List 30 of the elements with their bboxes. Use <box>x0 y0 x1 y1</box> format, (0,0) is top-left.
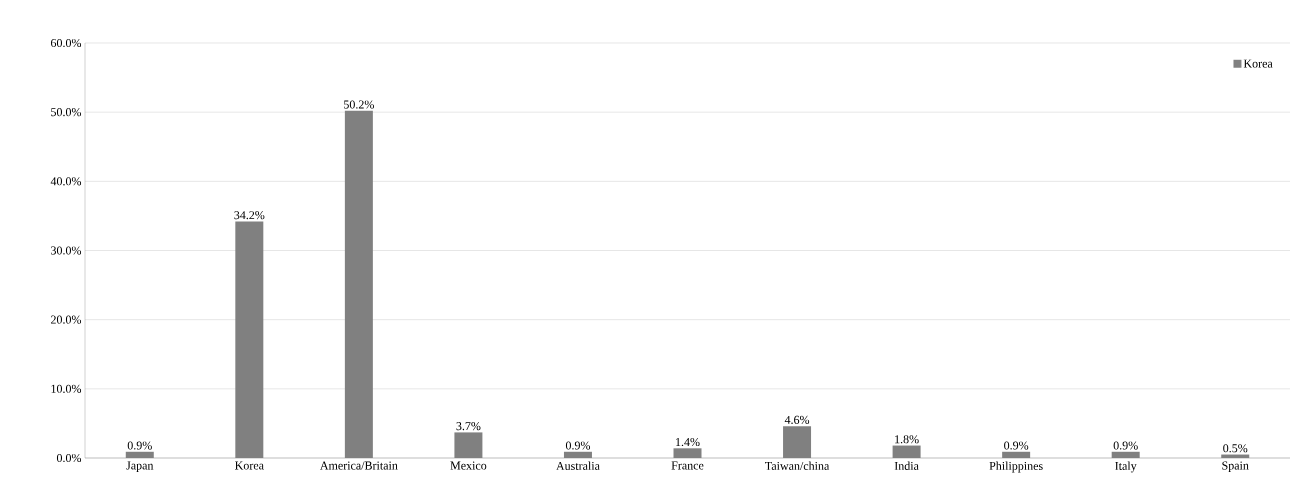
x-tick-label: Korea <box>235 461 264 470</box>
x-tick-label: Japan <box>126 461 154 472</box>
x-tick-label: India <box>894 461 919 470</box>
x-tick-label: Italy <box>1115 461 1137 473</box>
x-tick-label: Australia <box>556 461 600 470</box>
data-label: 34.2% <box>234 211 265 220</box>
data-label: 4.6% <box>784 415 810 424</box>
data-label: 0.9% <box>565 441 591 450</box>
y-tick-label: 40.0% <box>50 177 82 186</box>
data-label: 0.9% <box>127 441 152 450</box>
y-tick-label: 30.0% <box>51 246 82 255</box>
x-tick-label: America/Britain <box>319 461 398 470</box>
x-tick-label: Philippines <box>989 461 1043 473</box>
data-label: 1.8% <box>895 435 919 444</box>
data-label: 1.4% <box>676 437 700 447</box>
x-tick-label: Taiwan/china <box>765 461 830 470</box>
y-tick-label: 50.0% <box>51 108 82 117</box>
x-tick-label: Spain <box>1222 461 1249 473</box>
data-label: 0.5% <box>1223 444 1248 453</box>
legend-label: Korea <box>1243 59 1273 68</box>
data-label: 3.7% <box>456 422 481 431</box>
x-tick-label: France <box>671 461 704 470</box>
x-tick-label: Mexico <box>450 461 487 470</box>
y-tick-label: 60.0% <box>50 38 82 48</box>
data-label: 0.9% <box>1113 441 1138 450</box>
data-label: 50.2% <box>344 100 374 109</box>
data-label: 0.9% <box>1004 441 1029 450</box>
y-tick-label: 10.0% <box>51 384 82 393</box>
y-tick-label: 20.0% <box>51 315 82 324</box>
y-tick-label: 0.0% <box>56 453 82 463</box>
